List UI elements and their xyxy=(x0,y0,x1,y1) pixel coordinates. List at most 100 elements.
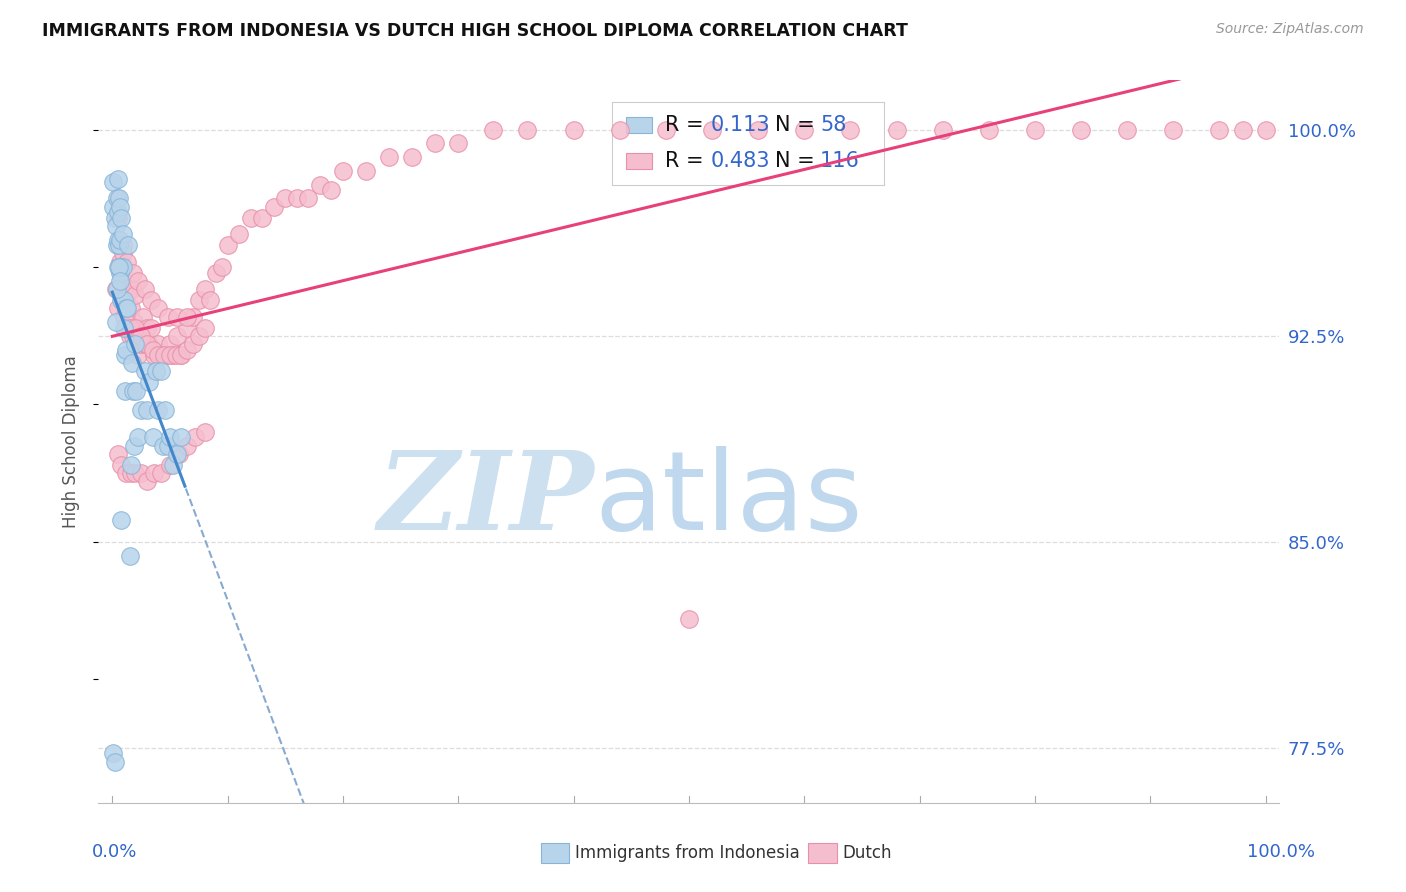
Point xyxy=(176,310,198,324)
Point xyxy=(129,328,152,343)
Point xyxy=(153,348,176,362)
Point xyxy=(127,274,149,288)
Point xyxy=(176,320,198,334)
Point xyxy=(121,356,143,370)
Point xyxy=(165,348,187,362)
Point xyxy=(129,403,152,417)
Point xyxy=(135,403,157,417)
Point xyxy=(1163,122,1185,136)
Point xyxy=(112,320,135,334)
Point xyxy=(609,122,631,136)
Point xyxy=(124,320,146,334)
Text: 58: 58 xyxy=(820,115,846,135)
Point xyxy=(187,293,209,307)
Point xyxy=(110,233,132,247)
Point xyxy=(1024,122,1046,136)
Point xyxy=(184,430,207,444)
Point xyxy=(107,211,129,225)
Point xyxy=(166,310,188,324)
Point xyxy=(122,328,145,343)
Point xyxy=(122,384,145,398)
Point xyxy=(297,191,319,205)
Point xyxy=(112,293,135,307)
Text: N =: N = xyxy=(775,115,821,135)
Point xyxy=(104,282,127,296)
Point xyxy=(193,425,215,439)
Point xyxy=(155,403,177,417)
Point xyxy=(159,430,181,444)
Point xyxy=(516,122,538,136)
Point xyxy=(193,320,215,334)
Point xyxy=(135,475,157,489)
Point xyxy=(332,164,354,178)
Point xyxy=(107,447,129,461)
Point xyxy=(134,337,156,351)
Point xyxy=(110,287,132,301)
Point xyxy=(110,260,132,274)
Point xyxy=(125,384,148,398)
Point xyxy=(127,430,149,444)
Point xyxy=(122,315,145,329)
Point xyxy=(250,211,273,225)
Point xyxy=(114,301,136,316)
Point xyxy=(141,320,163,334)
Point xyxy=(112,282,135,296)
Point xyxy=(107,260,129,274)
Point xyxy=(678,612,700,626)
Point xyxy=(142,466,165,480)
Point xyxy=(124,287,146,301)
Point xyxy=(167,447,190,461)
Point xyxy=(120,301,142,316)
Point xyxy=(655,122,678,136)
Point xyxy=(103,175,125,189)
Point xyxy=(138,376,160,390)
Point xyxy=(114,384,136,398)
Point xyxy=(125,328,148,343)
Point xyxy=(124,337,146,351)
Point xyxy=(153,348,176,362)
Text: Dutch: Dutch xyxy=(842,844,891,862)
Point xyxy=(839,122,862,136)
Point xyxy=(121,282,143,296)
Y-axis label: High School Diploma: High School Diploma xyxy=(62,355,80,528)
Point xyxy=(176,343,198,357)
Point xyxy=(166,328,188,343)
Point xyxy=(141,293,163,307)
Point xyxy=(117,238,139,252)
Point xyxy=(401,150,423,164)
Point xyxy=(700,122,723,136)
Point xyxy=(148,337,170,351)
Point xyxy=(105,282,128,296)
Point xyxy=(562,122,585,136)
Point xyxy=(181,337,204,351)
Point xyxy=(135,337,157,351)
Point xyxy=(107,301,129,316)
Point xyxy=(1232,122,1254,136)
Point xyxy=(118,320,141,334)
Text: Immigrants from Indonesia: Immigrants from Indonesia xyxy=(575,844,800,862)
Point xyxy=(122,266,145,280)
Point xyxy=(129,337,152,351)
Point xyxy=(105,191,128,205)
Point xyxy=(115,301,138,316)
Point xyxy=(107,172,129,186)
Point xyxy=(1208,122,1230,136)
Point xyxy=(162,348,184,362)
Point xyxy=(122,439,145,453)
Point xyxy=(118,549,141,563)
Point xyxy=(145,364,167,378)
Point xyxy=(152,439,174,453)
Point xyxy=(110,200,132,214)
Point xyxy=(162,458,184,472)
Point xyxy=(149,348,172,362)
Point xyxy=(135,320,157,334)
Point xyxy=(931,122,953,136)
Point xyxy=(134,282,156,296)
Text: R =: R = xyxy=(665,152,710,171)
Point xyxy=(103,200,125,214)
FancyBboxPatch shape xyxy=(626,153,652,169)
Point xyxy=(142,348,165,362)
Point xyxy=(117,287,139,301)
Text: 100.0%: 100.0% xyxy=(1247,843,1315,861)
Point xyxy=(170,348,193,362)
